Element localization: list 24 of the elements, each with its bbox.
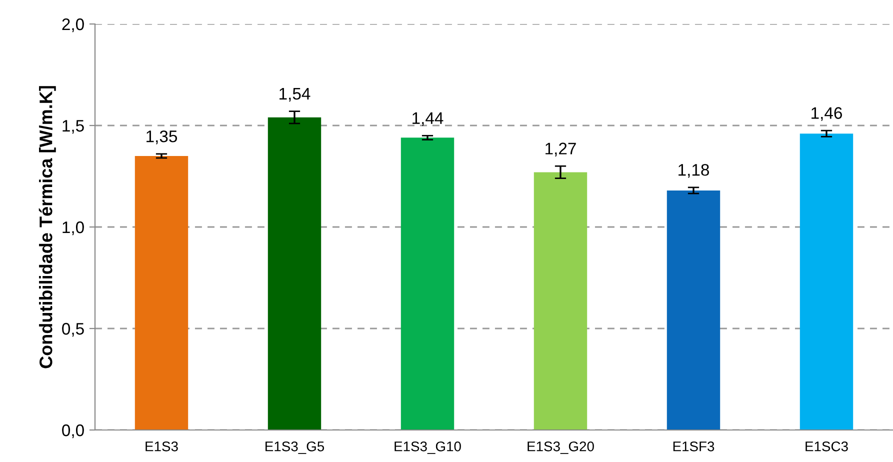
data-label: 1,35 <box>146 130 178 144</box>
data-label: 1,46 <box>812 107 842 121</box>
x-tick-label: E1S3_G5 <box>266 441 324 454</box>
bar <box>800 134 854 430</box>
x-tick-label: E1S3_G20 <box>528 441 594 454</box>
data-label: 1,44 <box>412 112 444 126</box>
y-axis-title: Condutibilidade Térmica [W/m.K] <box>38 86 56 368</box>
bar <box>400 138 454 430</box>
x-tick-label: E1SF3 <box>673 441 714 452</box>
bar <box>534 172 588 430</box>
bar <box>268 117 322 430</box>
y-tick-label: 2,0 <box>62 18 84 32</box>
x-tick-label: E1S3_G10 <box>394 441 461 454</box>
data-label: 1,54 <box>280 88 310 102</box>
x-tick-label: E1S3 <box>146 441 178 452</box>
x-tick-label: E1SC3 <box>806 441 848 452</box>
y-tick-label: 1,5 <box>62 120 84 134</box>
y-tick-label: 0,5 <box>62 322 84 337</box>
data-label: 1,27 <box>546 142 576 156</box>
bar <box>134 156 188 430</box>
data-label: 1,18 <box>678 164 709 178</box>
bar <box>666 190 720 430</box>
y-tick-label: 0,0 <box>62 424 84 438</box>
y-tick-label: 1,0 <box>62 221 84 236</box>
